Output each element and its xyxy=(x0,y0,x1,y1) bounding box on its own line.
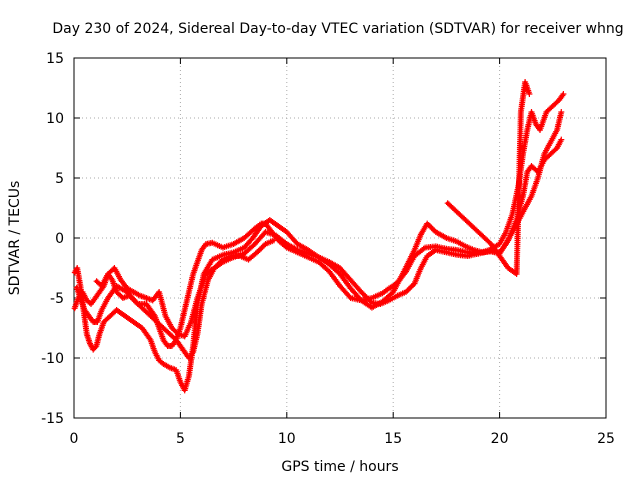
series-line xyxy=(94,239,275,338)
series-line xyxy=(445,80,531,276)
x-axis-title: GPS time / hours xyxy=(281,459,398,475)
x-tick-label: 0 xyxy=(70,431,79,447)
axis-ticks: 0 5 10 15 20 25 -15 -10 -5 0 5 10 15 xyxy=(41,51,615,447)
y-tick-label: 15 xyxy=(46,51,64,67)
series-markers xyxy=(73,109,565,361)
x-tick-label: 10 xyxy=(278,431,296,447)
series-line xyxy=(72,138,563,392)
series-trace-d xyxy=(93,79,533,340)
y-tick-label: 0 xyxy=(55,231,64,247)
y-tick-label: -5 xyxy=(50,291,64,307)
x-tick-label: 20 xyxy=(491,431,509,447)
y-tick-label: 10 xyxy=(46,111,64,127)
y-tick-label: 5 xyxy=(55,171,64,187)
series-trace-c xyxy=(71,136,565,394)
y-axis-title: SDTVAR / TECUs xyxy=(7,181,23,296)
y-tick-label: -10 xyxy=(41,351,64,367)
series-line xyxy=(74,111,563,360)
series-trace-b xyxy=(73,109,565,361)
x-tick-label: 25 xyxy=(597,431,615,447)
x-tick-label: 5 xyxy=(176,431,185,447)
grid xyxy=(74,58,606,418)
series-markers xyxy=(71,136,565,394)
chart-title: Day 230 of 2024, Sidereal Day-to-day VTE… xyxy=(52,21,623,37)
x-tick-label: 15 xyxy=(384,431,402,447)
y-tick-label: -15 xyxy=(41,411,64,427)
data-marks xyxy=(71,79,567,394)
